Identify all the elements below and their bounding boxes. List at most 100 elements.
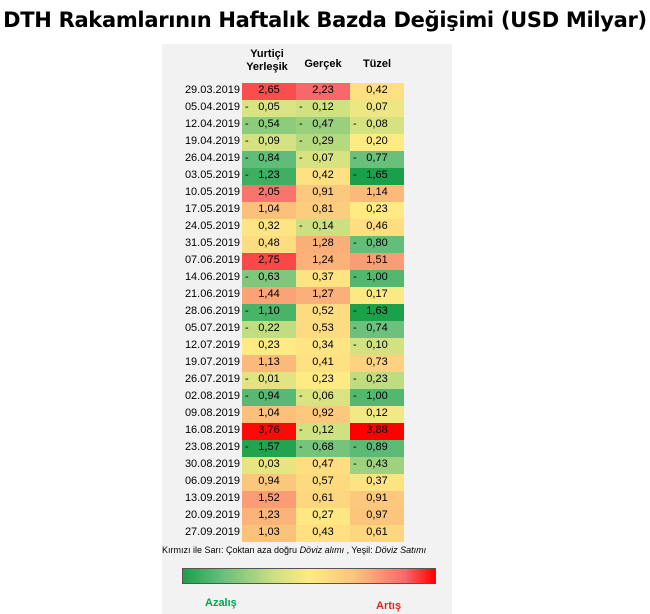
- heatmap-cell: 3,76: [242, 423, 296, 440]
- cell-value: 0,09: [258, 135, 280, 147]
- row-date: 16.08.2019: [184, 424, 240, 436]
- heatmap-cell: 0,61: [350, 525, 404, 542]
- cell-value: 0,42: [366, 84, 388, 96]
- row-date: 23.08.2019: [184, 441, 240, 453]
- cell-value: 1,10: [258, 305, 280, 317]
- note-italic-sell: Döviz Satımı: [375, 545, 427, 555]
- negative-sign: -: [245, 305, 249, 317]
- cell-value: 0,84: [258, 152, 280, 164]
- cell-value: 0,29: [312, 135, 334, 147]
- chart-title: DTH Rakamlarının Haftalık Bazda Değişimi…: [3, 8, 647, 32]
- heatmap-cell: 2,23: [296, 83, 350, 100]
- cell-value: 0,97: [366, 509, 388, 521]
- cell-value: 0,91: [312, 186, 334, 198]
- cell-value: 0,22: [258, 322, 280, 334]
- heatmap-cell: -1,65: [350, 168, 404, 185]
- heatmap-cell: 3,88: [350, 423, 404, 440]
- heatmap-cell: 1,27: [296, 287, 350, 304]
- heatmap-cell: 0,42: [350, 83, 404, 100]
- row-date: 26.04.2019: [184, 152, 240, 164]
- cell-value: 0,89: [366, 441, 388, 453]
- heatmap-cell: -1,57: [242, 440, 296, 457]
- row-date: 03.05.2019: [184, 169, 240, 181]
- cell-value: 2,75: [258, 254, 280, 266]
- cell-value: 0,77: [366, 152, 388, 164]
- negative-sign: -: [353, 271, 357, 283]
- color-scale-bar: [182, 568, 436, 584]
- cell-value: 0,43: [366, 458, 388, 470]
- negative-sign: -: [245, 441, 249, 453]
- cell-value: 1,04: [258, 407, 280, 419]
- negative-sign: -: [245, 390, 249, 402]
- negative-sign: -: [245, 373, 249, 385]
- heatmap-cell: -0,84: [242, 151, 296, 168]
- row-date: 20.09.2019: [184, 509, 240, 521]
- row-date: 31.05.2019: [184, 237, 240, 249]
- cell-value: 3,88: [366, 424, 388, 436]
- heatmap-cell: 0,07: [350, 100, 404, 117]
- column-header-yurtici-line2: Yerleşik: [246, 61, 288, 73]
- negative-sign: -: [353, 152, 357, 164]
- cell-value: 0,92: [312, 407, 334, 419]
- heatmap-cell: 2,05: [242, 185, 296, 202]
- heatmap-cell: 1,13: [242, 355, 296, 372]
- heatmap-cell: 0,34: [296, 338, 350, 355]
- heatmap-cell: 0,57: [296, 474, 350, 491]
- row-date: 06.09.2019: [184, 475, 240, 487]
- row-date: 17.05.2019: [184, 203, 240, 215]
- heatmap-cell: 1,04: [242, 202, 296, 219]
- heatmap-cell: -0,08: [350, 117, 404, 134]
- row-date: 12.07.2019: [184, 339, 240, 351]
- heatmap-cell: 0,17: [350, 287, 404, 304]
- negative-sign: -: [245, 118, 249, 130]
- heatmap-cell: 0,32: [242, 219, 296, 236]
- heatmap-cell: 1,03: [242, 525, 296, 542]
- cell-value: 0,37: [366, 475, 388, 487]
- cell-value: 0,07: [366, 101, 388, 113]
- heatmap-cell: -0,74: [350, 321, 404, 338]
- cell-value: 0,48: [258, 237, 280, 249]
- column-header-tuzel: Tüzel: [362, 58, 392, 70]
- cell-value: 0,41: [312, 356, 334, 368]
- heatmap-cell: 0,81: [296, 202, 350, 219]
- row-date: 26.07.2019: [184, 373, 240, 385]
- heatmap-cell: 0,43: [296, 525, 350, 542]
- heatmap-cell: -0,77: [350, 151, 404, 168]
- cell-value: 2,05: [258, 186, 280, 198]
- negative-sign: -: [353, 339, 357, 351]
- heatmap-cell: -0,22: [242, 321, 296, 338]
- negative-sign: -: [245, 135, 249, 147]
- heatmap-cell: 0,73: [350, 355, 404, 372]
- cell-value: 1,52: [258, 492, 280, 504]
- heatmap-cell: 0,46: [350, 219, 404, 236]
- negative-sign: -: [299, 424, 303, 436]
- heatmap-cell: -0,05: [242, 100, 296, 117]
- cell-value: 0,94: [258, 475, 280, 487]
- cell-value: 0,61: [366, 526, 388, 538]
- heatmap-cell: -0,14: [296, 219, 350, 236]
- negative-sign: -: [353, 322, 357, 334]
- cell-value: 0,17: [366, 288, 388, 300]
- heatmap-cell: 1,23: [242, 508, 296, 525]
- heatmap-cell: 2,65: [242, 83, 296, 100]
- cell-value: 0,05: [258, 101, 280, 113]
- cell-value: 0,10: [366, 339, 388, 351]
- negative-sign: -: [353, 305, 357, 317]
- heatmap-cell: -0,80: [350, 236, 404, 253]
- row-date: 09.08.2019: [184, 407, 240, 419]
- negative-sign: -: [299, 390, 303, 402]
- legend-increase: Artış: [376, 600, 402, 612]
- heatmap-cell: 1,52: [242, 491, 296, 508]
- heatmap-cell: 1,51: [350, 253, 404, 270]
- row-date: 10.05.2019: [184, 186, 240, 198]
- cell-value: 0,32: [258, 220, 280, 232]
- row-date: 29.03.2019: [184, 84, 240, 96]
- cell-value: 0,27: [312, 509, 334, 521]
- cell-value: 1,44: [258, 288, 280, 300]
- cell-value: 0,63: [258, 271, 280, 283]
- negative-sign: -: [245, 169, 249, 181]
- cell-value: 2,23: [312, 84, 334, 96]
- heatmap-cell: -1,00: [350, 270, 404, 287]
- heatmap-cell: -0,94: [242, 389, 296, 406]
- cell-value: 0,12: [366, 407, 388, 419]
